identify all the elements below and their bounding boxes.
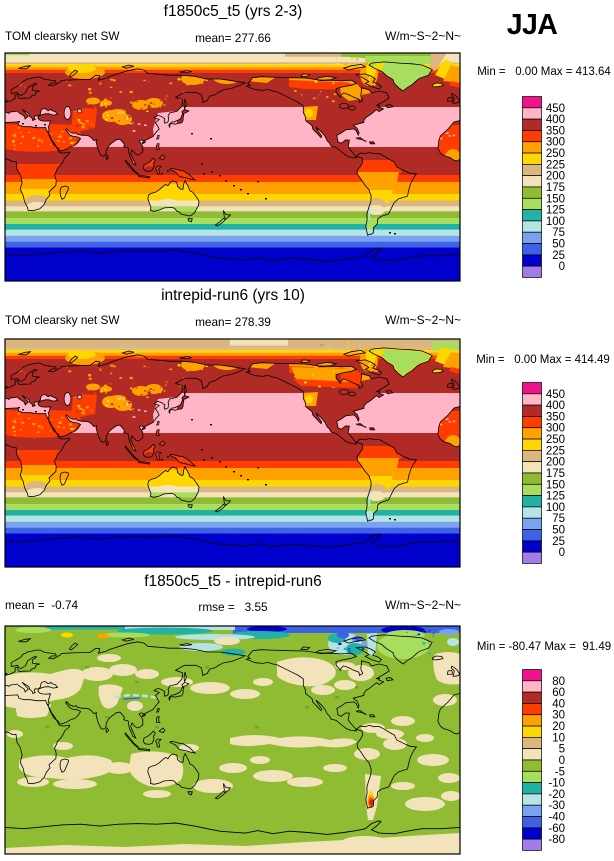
svg-text:100: 100 — [545, 216, 564, 228]
svg-text:0: 0 — [558, 261, 564, 273]
svg-text:25: 25 — [552, 250, 565, 262]
svg-text:450: 450 — [545, 103, 564, 115]
svg-text:75: 75 — [552, 227, 565, 239]
svg-text:100: 100 — [545, 502, 564, 514]
svg-text:30: 30 — [552, 710, 565, 722]
svg-text:200: 200 — [545, 171, 564, 183]
svg-text:400: 400 — [545, 114, 564, 126]
svg-text:175: 175 — [545, 182, 564, 194]
svg-text:350: 350 — [545, 125, 564, 137]
svg-text:450: 450 — [545, 389, 564, 401]
svg-text:-5: -5 — [554, 766, 564, 778]
svg-text:125: 125 — [545, 491, 564, 503]
svg-text:80: 80 — [552, 676, 565, 688]
svg-text:-20: -20 — [548, 789, 565, 801]
svg-text:0: 0 — [558, 755, 564, 767]
svg-text:-60: -60 — [548, 823, 565, 835]
svg-text:25: 25 — [552, 536, 565, 548]
svg-text:50: 50 — [552, 525, 565, 537]
svg-text:200: 200 — [545, 457, 564, 469]
svg-text:250: 250 — [545, 148, 564, 160]
svg-text:-40: -40 — [548, 812, 565, 824]
svg-text:-10: -10 — [548, 778, 565, 790]
svg-text:125: 125 — [545, 205, 564, 217]
svg-text:175: 175 — [545, 468, 564, 480]
svg-text:-30: -30 — [548, 800, 565, 812]
svg-text:50: 50 — [552, 239, 565, 251]
svg-text:75: 75 — [552, 513, 565, 525]
svg-text:250: 250 — [545, 434, 564, 446]
svg-text:225: 225 — [545, 159, 564, 171]
svg-text:10: 10 — [552, 732, 565, 744]
svg-text:-80: -80 — [548, 834, 565, 846]
svg-text:300: 300 — [545, 137, 564, 149]
svg-text:0: 0 — [558, 547, 564, 559]
svg-text:300: 300 — [545, 423, 564, 435]
svg-text:60: 60 — [552, 687, 565, 699]
svg-text:150: 150 — [545, 479, 564, 491]
svg-text:5: 5 — [558, 744, 564, 756]
svg-text:350: 350 — [545, 411, 564, 423]
svg-text:225: 225 — [545, 445, 564, 457]
svg-text:20: 20 — [552, 721, 565, 733]
svg-text:150: 150 — [545, 193, 564, 205]
svg-text:40: 40 — [552, 698, 565, 710]
svg-text:400: 400 — [545, 400, 564, 412]
